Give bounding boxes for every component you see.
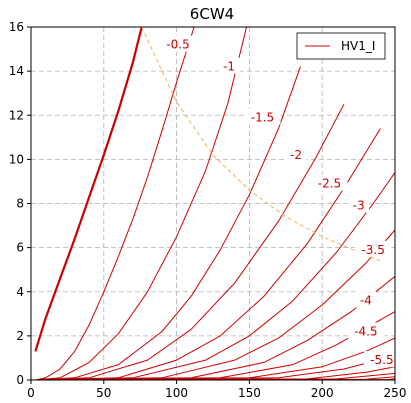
axis-ticks: 0 50 100 150 200 250 0 2 4 6 8 10 12 14 16 [9,20,407,400]
curve-label: -2 [290,148,302,162]
curve-label-bg [160,35,197,52]
y-tick-label: 8 [16,197,24,211]
series-line [35,26,195,381]
curve-label-bg [285,145,307,162]
y-tick-label: 12 [9,108,24,122]
curve-label-bg [218,57,240,74]
chart-title: 6CW4 [190,5,234,23]
curve-label: -1 [223,60,235,74]
grid [31,27,395,380]
curve-label: -3.5 [361,243,384,257]
curve-label-bg [347,322,384,339]
curve-label-bg [355,291,377,308]
legend-entry: HV1_I [341,39,375,53]
curve-label-bg [311,174,348,191]
curve-label-bg [363,351,400,368]
series-line [35,128,381,381]
legend: HV1_I [296,32,386,60]
x-tick-label: 150 [238,386,261,400]
curve-label-bg [348,196,370,213]
y-tick-label: 6 [16,241,24,255]
curve-label: -3 [353,199,365,213]
curve-label: -4 [360,294,372,308]
series-line [35,103,345,381]
x-tick-label: 250 [384,386,407,400]
y-tick-label: 4 [16,285,24,299]
series-line [34,26,143,352]
series-line [35,66,301,381]
y-tick-label: 16 [9,20,24,34]
curve-label-bg [355,240,392,257]
x-tick-label: 0 [27,386,35,400]
series-line [35,26,247,381]
curve-label: -4.5 [354,324,377,338]
x-tick-label: 100 [165,386,188,400]
curve-label: -0.5 [166,38,189,52]
x-tick-label: 50 [96,386,111,400]
curve-label-bg [244,108,281,125]
y-tick-label: 2 [16,329,24,343]
y-tick-label: 14 [9,64,24,78]
curve-label: -2.5 [318,177,341,191]
curve-label: -5.5 [370,353,393,367]
plot-area [31,27,395,380]
curve-labels: -0.5 -1 -1.5 -2 -2.5 -3 -3.5 -4 -4.5 -5.5 [160,35,400,368]
x-tick-label: 200 [311,386,334,400]
y-tick-label: 10 [9,152,24,166]
y-tick-label: 0 [16,373,24,387]
curve-label: -1.5 [251,110,274,124]
dissipation-curve [141,26,381,262]
